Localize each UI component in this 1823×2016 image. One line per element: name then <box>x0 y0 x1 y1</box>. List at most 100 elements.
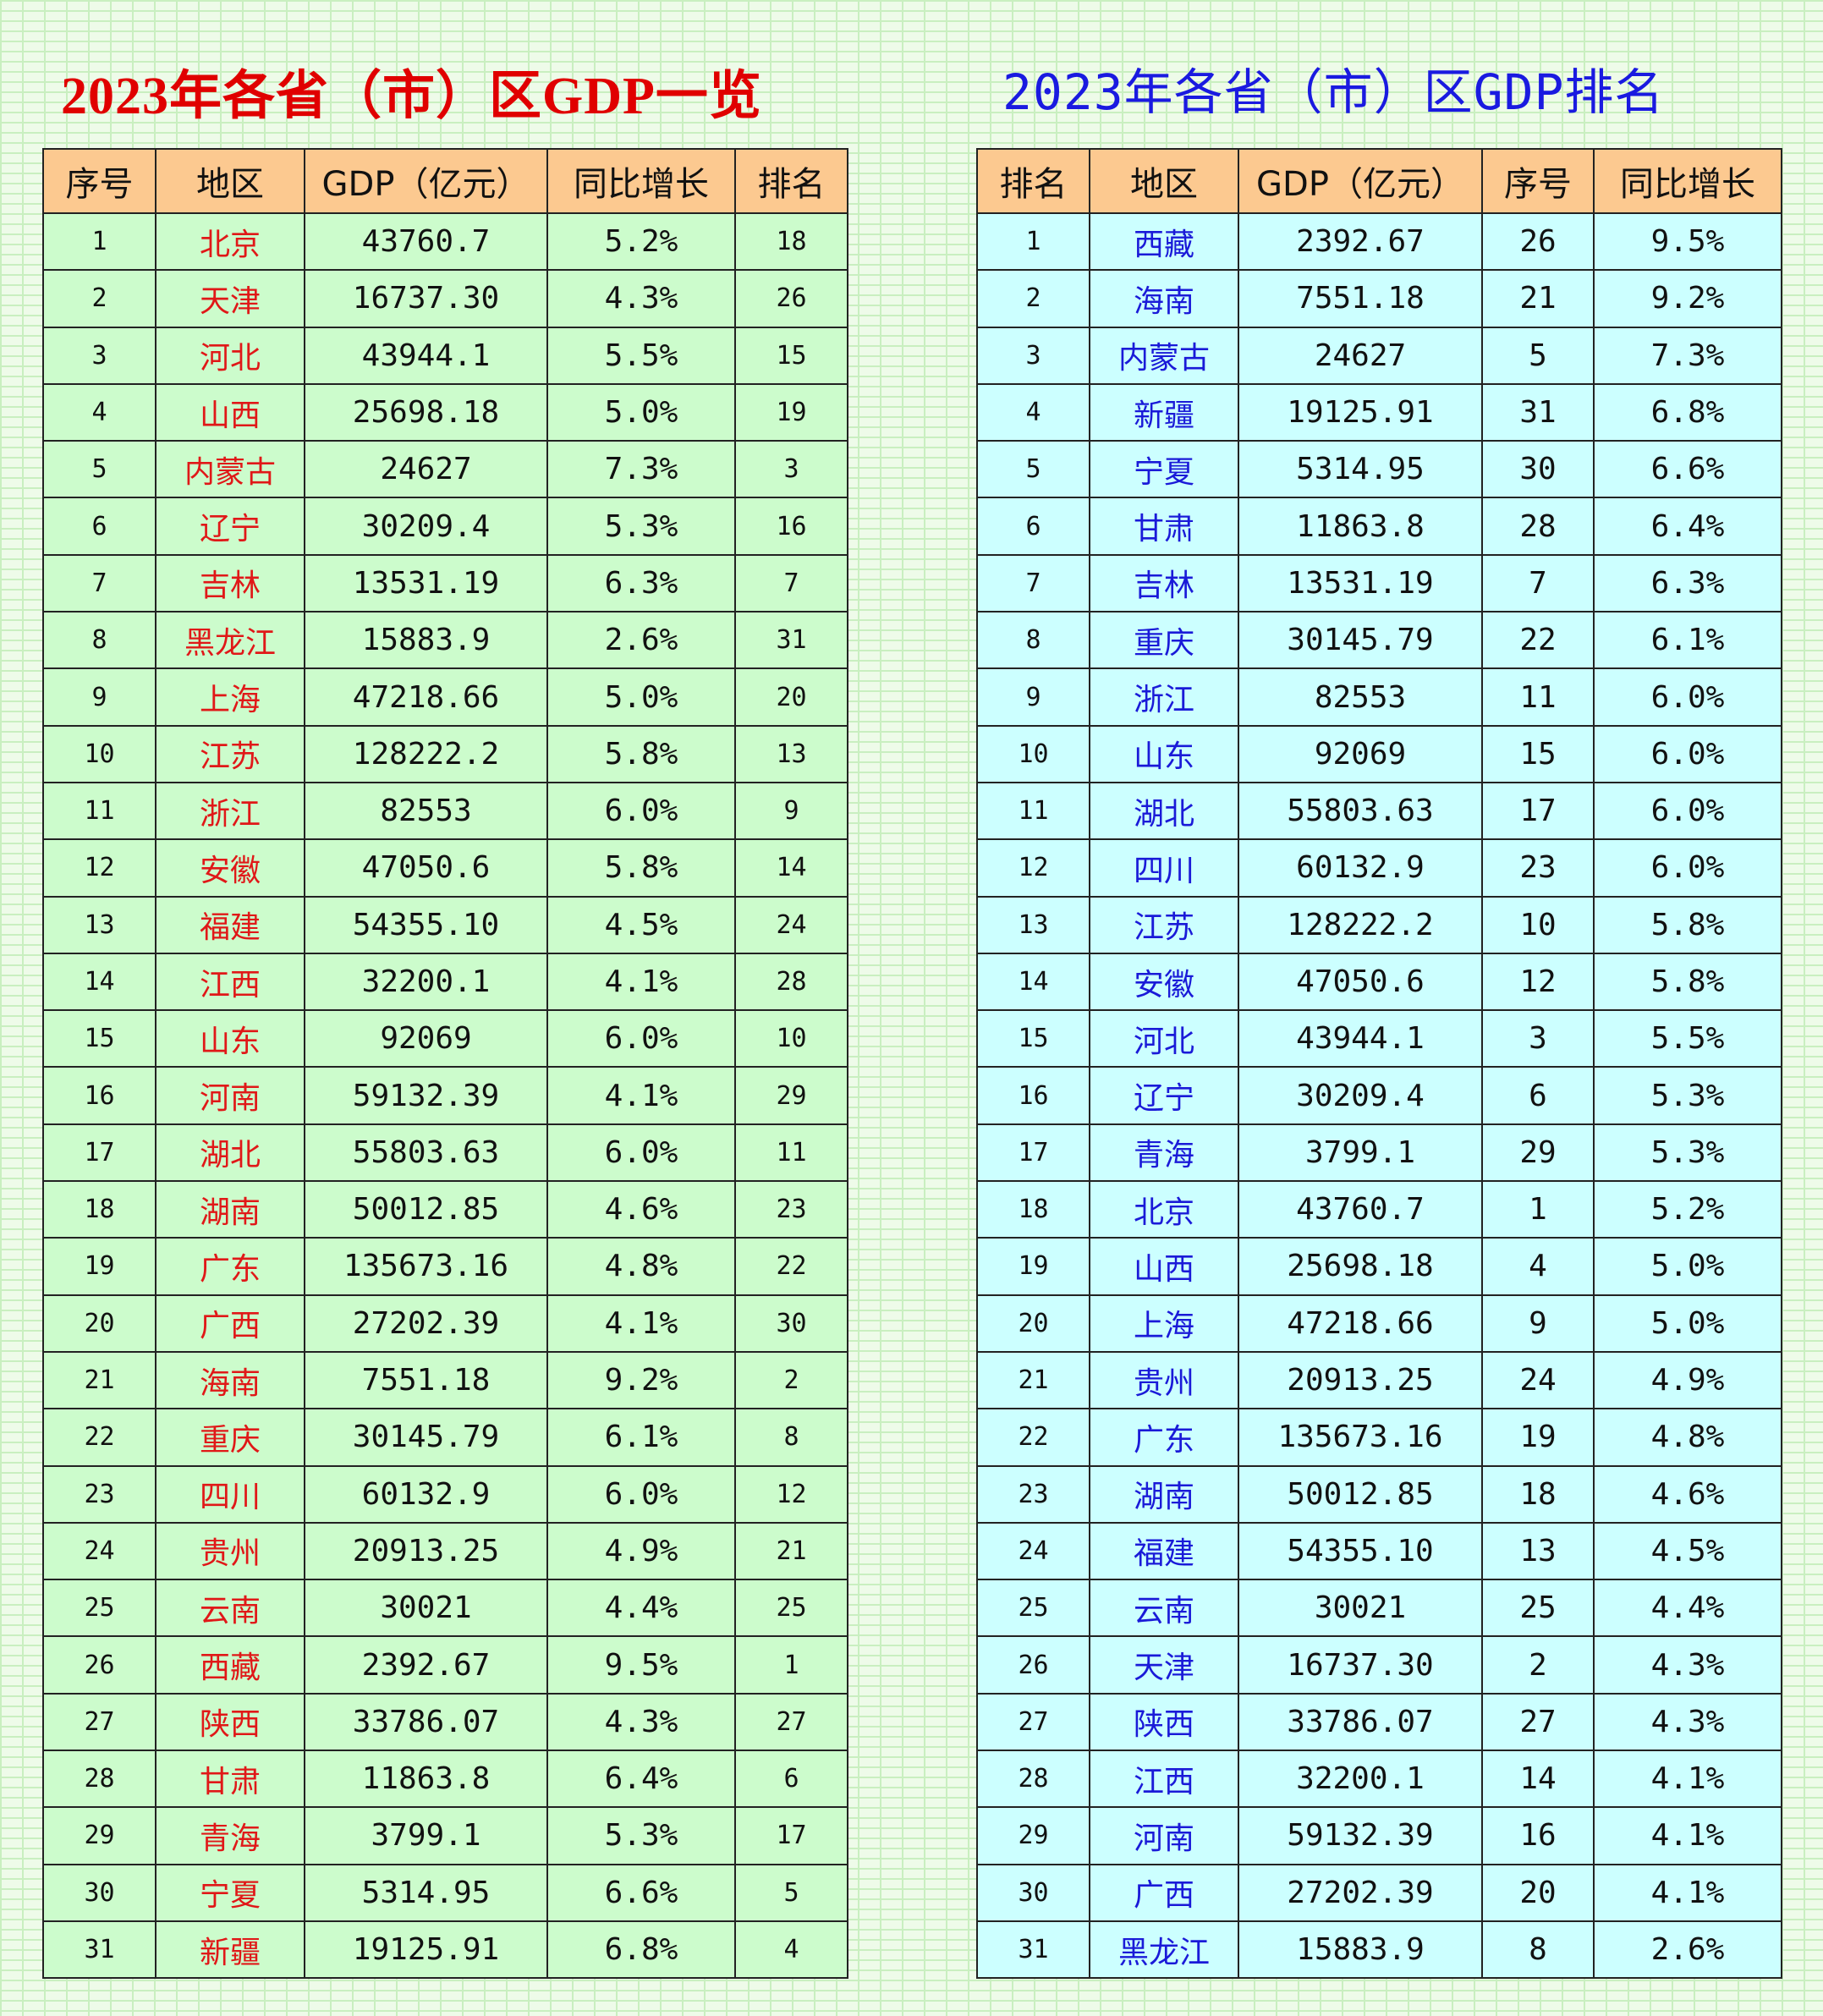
table-row: 18 北京 43760.7 1 5.2% <box>976 1180 1782 1239</box>
gdp-cell: 47218.66 <box>1238 1294 1483 1353</box>
gdp-cell: 60132.9 <box>1238 838 1483 898</box>
rank-cell: 4 <box>976 382 1090 442</box>
gdp-cell: 25698.18 <box>304 382 548 442</box>
region-cell: 山西 <box>1089 1237 1239 1296</box>
growth-cell: 4.1% <box>1593 1806 1782 1865</box>
seq-cell: 23 <box>42 1464 156 1524</box>
seq-cell: 29 <box>42 1806 156 1865</box>
column-header: 排名 <box>976 148 1090 214</box>
table-row: 7 吉林 13531.19 6.3% 7 <box>42 553 848 613</box>
seq-cell: 6 <box>42 497 156 556</box>
growth-cell: 4.1% <box>546 952 736 1012</box>
table-row: 21 贵州 20913.25 24 4.9% <box>976 1350 1782 1410</box>
rank-cell: 8 <box>734 1408 848 1467</box>
seq-cell: 14 <box>1481 1750 1595 1809</box>
gdp-cell: 54355.10 <box>304 895 548 954</box>
seq-cell: 19 <box>42 1237 156 1296</box>
region-cell: 甘肃 <box>155 1750 305 1809</box>
region-cell: 黑龙江 <box>1089 1920 1239 1980</box>
seq-cell: 30 <box>1481 440 1595 499</box>
table-header-row: 序号 地区 GDP（亿元） 同比增长 排名 <box>42 148 848 214</box>
gdp-cell: 47050.6 <box>304 838 548 898</box>
table-row: 14 安徽 47050.6 12 5.8% <box>976 952 1782 1012</box>
seq-cell: 8 <box>1481 1920 1595 1980</box>
region-cell: 海南 <box>155 1350 305 1410</box>
rank-cell: 28 <box>734 952 848 1012</box>
growth-cell: 4.5% <box>1593 1521 1782 1581</box>
growth-cell: 4.3% <box>546 269 736 328</box>
growth-cell: 6.3% <box>1593 553 1782 613</box>
seq-cell: 3 <box>1481 1009 1595 1068</box>
gdp-cell: 27202.39 <box>304 1294 548 1353</box>
seq-cell: 1 <box>42 211 156 272</box>
gdp-cell: 3799.1 <box>1238 1123 1483 1183</box>
rank-cell: 15 <box>734 326 848 385</box>
rank-cell: 8 <box>976 611 1090 670</box>
seq-cell: 22 <box>42 1408 156 1467</box>
seq-cell: 5 <box>42 440 156 499</box>
gdp-cell: 7551.18 <box>304 1350 548 1410</box>
left-table-title: 2023年各省（市）区GDP一览 <box>61 68 762 125</box>
table-row: 20 上海 47218.66 9 5.0% <box>976 1294 1782 1353</box>
seq-cell: 3 <box>42 326 156 385</box>
region-cell: 河北 <box>1089 1009 1239 1068</box>
rank-cell: 2 <box>734 1350 848 1410</box>
region-cell: 湖北 <box>1089 781 1239 841</box>
rank-cell: 26 <box>734 269 848 328</box>
seq-cell: 4 <box>42 382 156 442</box>
growth-cell: 2.6% <box>546 611 736 670</box>
growth-cell: 5.3% <box>1593 1123 1782 1183</box>
table-row: 17 青海 3799.1 29 5.3% <box>976 1123 1782 1183</box>
rank-cell: 18 <box>734 211 848 272</box>
region-cell: 重庆 <box>155 1408 305 1467</box>
gdp-cell: 135673.16 <box>1238 1408 1483 1467</box>
table-row: 8 黑龙江 15883.9 2.6% 31 <box>42 611 848 670</box>
seq-cell: 15 <box>1481 724 1595 783</box>
growth-cell: 4.6% <box>546 1180 736 1239</box>
seq-cell: 16 <box>1481 1806 1595 1865</box>
gdp-cell: 92069 <box>304 1009 548 1068</box>
growth-cell: 4.4% <box>546 1579 736 1638</box>
gdp-cell: 2392.67 <box>1238 211 1483 272</box>
table-row: 23 湖南 50012.85 18 4.6% <box>976 1464 1782 1524</box>
rank-cell: 30 <box>734 1294 848 1353</box>
region-cell: 西藏 <box>155 1635 305 1695</box>
table-row: 19 广东 135673.16 4.8% 22 <box>42 1237 848 1296</box>
region-cell: 广西 <box>1089 1863 1239 1922</box>
table-row: 27 陕西 33786.07 27 4.3% <box>976 1692 1782 1752</box>
growth-cell: 5.8% <box>546 724 736 783</box>
gdp-cell: 19125.91 <box>304 1920 548 1980</box>
table-row: 30 宁夏 5314.95 6.6% 5 <box>42 1863 848 1922</box>
rank-cell: 16 <box>734 497 848 556</box>
table-row: 3 河北 43944.1 5.5% 15 <box>42 326 848 385</box>
growth-cell: 6.6% <box>1593 440 1782 499</box>
table-row: 25 云南 30021 4.4% 25 <box>42 1579 848 1638</box>
region-cell: 贵州 <box>1089 1350 1239 1410</box>
rank-cell: 5 <box>734 1863 848 1922</box>
table-row: 3 内蒙古 24627 5 7.3% <box>976 326 1782 385</box>
growth-cell: 5.3% <box>1593 1066 1782 1125</box>
gdp-cell: 24627 <box>1238 326 1483 385</box>
region-cell: 天津 <box>155 269 305 328</box>
growth-cell: 9.2% <box>546 1350 736 1410</box>
table-row: 28 江西 32200.1 14 4.1% <box>976 1750 1782 1809</box>
rank-cell: 7 <box>976 553 1090 613</box>
table-row: 7 吉林 13531.19 7 6.3% <box>976 553 1782 613</box>
gdp-cell: 82553 <box>1238 667 1483 727</box>
seq-cell: 25 <box>42 1579 156 1638</box>
growth-cell: 6.0% <box>1593 838 1782 898</box>
seq-cell: 17 <box>42 1123 156 1183</box>
region-cell: 河南 <box>155 1066 305 1125</box>
table-row: 24 福建 54355.10 13 4.5% <box>976 1521 1782 1581</box>
seq-cell: 26 <box>42 1635 156 1695</box>
seq-cell: 28 <box>1481 497 1595 556</box>
region-cell: 吉林 <box>155 553 305 613</box>
growth-cell: 4.1% <box>546 1066 736 1125</box>
rank-cell: 6 <box>976 497 1090 556</box>
column-header: 地区 <box>1089 148 1239 214</box>
region-cell: 陕西 <box>1089 1692 1239 1752</box>
region-cell: 广西 <box>155 1294 305 1353</box>
seq-cell: 9 <box>42 667 156 727</box>
region-cell: 湖南 <box>1089 1464 1239 1524</box>
seq-cell: 10 <box>42 724 156 783</box>
